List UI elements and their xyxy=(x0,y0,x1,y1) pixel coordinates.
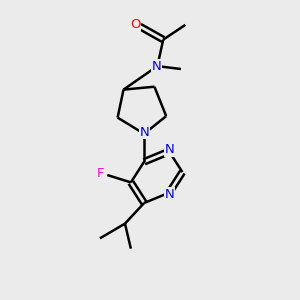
Text: N: N xyxy=(165,188,175,201)
Text: N: N xyxy=(165,143,175,157)
Text: O: O xyxy=(130,18,140,32)
Text: N: N xyxy=(140,126,150,139)
Text: F: F xyxy=(97,167,105,180)
Text: N: N xyxy=(152,60,162,73)
